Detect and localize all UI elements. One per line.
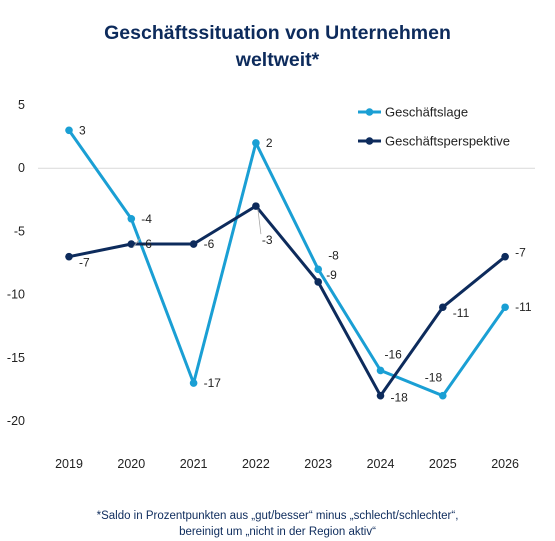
label-leader-line xyxy=(257,209,262,235)
data-label: -7 xyxy=(79,256,90,270)
data-point xyxy=(376,366,385,375)
data-label: -8 xyxy=(328,248,339,262)
data-point xyxy=(376,391,385,400)
data-label: -11 xyxy=(515,300,532,314)
data-label: -18 xyxy=(425,371,443,385)
data-point xyxy=(314,265,323,274)
data-label: -18 xyxy=(391,391,409,405)
data-label: -9 xyxy=(326,268,337,282)
data-label: -16 xyxy=(385,347,403,361)
data-point xyxy=(65,252,73,261)
footnote-line2: bereinigt um „nicht in der Region aktiv“ xyxy=(179,526,376,538)
x-tick-label: 2021 xyxy=(180,457,208,471)
data-point xyxy=(65,126,73,135)
data-point xyxy=(252,139,260,147)
y-tick-label: 5 xyxy=(18,98,25,112)
chart-title-line2: weltweit* xyxy=(235,49,320,71)
footnote: *Saldo in Prozentpunkten aus „gut/besser… xyxy=(0,508,555,540)
data-label: -7 xyxy=(515,246,526,260)
data-point xyxy=(127,214,136,223)
data-point xyxy=(439,303,447,312)
series-line-2 xyxy=(68,204,507,398)
data-label: -17 xyxy=(204,376,222,390)
footnote-line1: *Saldo in Prozentpunkten aus „gut/besser… xyxy=(96,510,459,522)
x-tick-label: 2024 xyxy=(367,457,395,471)
y-tick-label: -20 xyxy=(7,414,25,428)
data-point xyxy=(127,240,136,248)
x-tick-label: 2025 xyxy=(429,457,457,471)
x-tick-label: 2022 xyxy=(242,457,270,471)
chart-axes: 5 0 -5 -10 -15 -20 2019 2020 2021 2022 2023 2024 202… xyxy=(7,98,535,471)
data-point xyxy=(252,202,260,210)
chart-data-labels: 3 -4 -17 2 -8 -16 -18 -11 -7 -6 -6 -3 -9 -18 -11 -7 xyxy=(79,123,532,404)
x-tick-label: 2019 xyxy=(55,457,83,471)
legend-label: Geschäftsperspektive xyxy=(385,134,510,149)
chart-series xyxy=(65,126,509,400)
chart-title-line1: Geschäftssituation von Unternehmen xyxy=(104,22,451,44)
x-tick-label: 2026 xyxy=(491,457,519,471)
data-point xyxy=(189,379,198,387)
y-tick-label: -10 xyxy=(7,288,25,302)
legend-swatch-marker xyxy=(365,108,374,116)
chart-title: Geschäftssituation von Unternehmen weltw… xyxy=(0,20,555,74)
x-tick-label: 2020 xyxy=(117,457,145,471)
legend-swatch-marker xyxy=(365,137,374,145)
data-point xyxy=(439,391,447,400)
data-label: 3 xyxy=(79,123,86,137)
data-label: 2 xyxy=(266,136,273,150)
label-leader-line xyxy=(132,237,141,248)
data-label: -3 xyxy=(262,233,273,247)
x-tick-label: 2023 xyxy=(304,457,332,471)
y-tick-label: -15 xyxy=(7,351,25,365)
line-chart: 5 0 -5 -10 -15 -20 2019 2020 2021 2022 2023 2024 202… xyxy=(7,98,535,471)
legend-label: Geschäftslage xyxy=(385,105,468,120)
data-point xyxy=(501,303,509,312)
data-label: -4 xyxy=(141,212,152,226)
data-point xyxy=(189,240,198,248)
series-line-1 xyxy=(67,129,507,398)
data-label: -11 xyxy=(453,306,470,320)
y-tick-label: -5 xyxy=(14,224,25,238)
data-point xyxy=(314,278,323,286)
data-point xyxy=(501,252,509,261)
y-tick-label: 0 xyxy=(18,161,25,175)
data-label: -6 xyxy=(204,237,215,251)
chart-legend: Geschäftslage Geschäftsperspektive xyxy=(358,105,510,149)
data-label: -6 xyxy=(141,237,152,251)
